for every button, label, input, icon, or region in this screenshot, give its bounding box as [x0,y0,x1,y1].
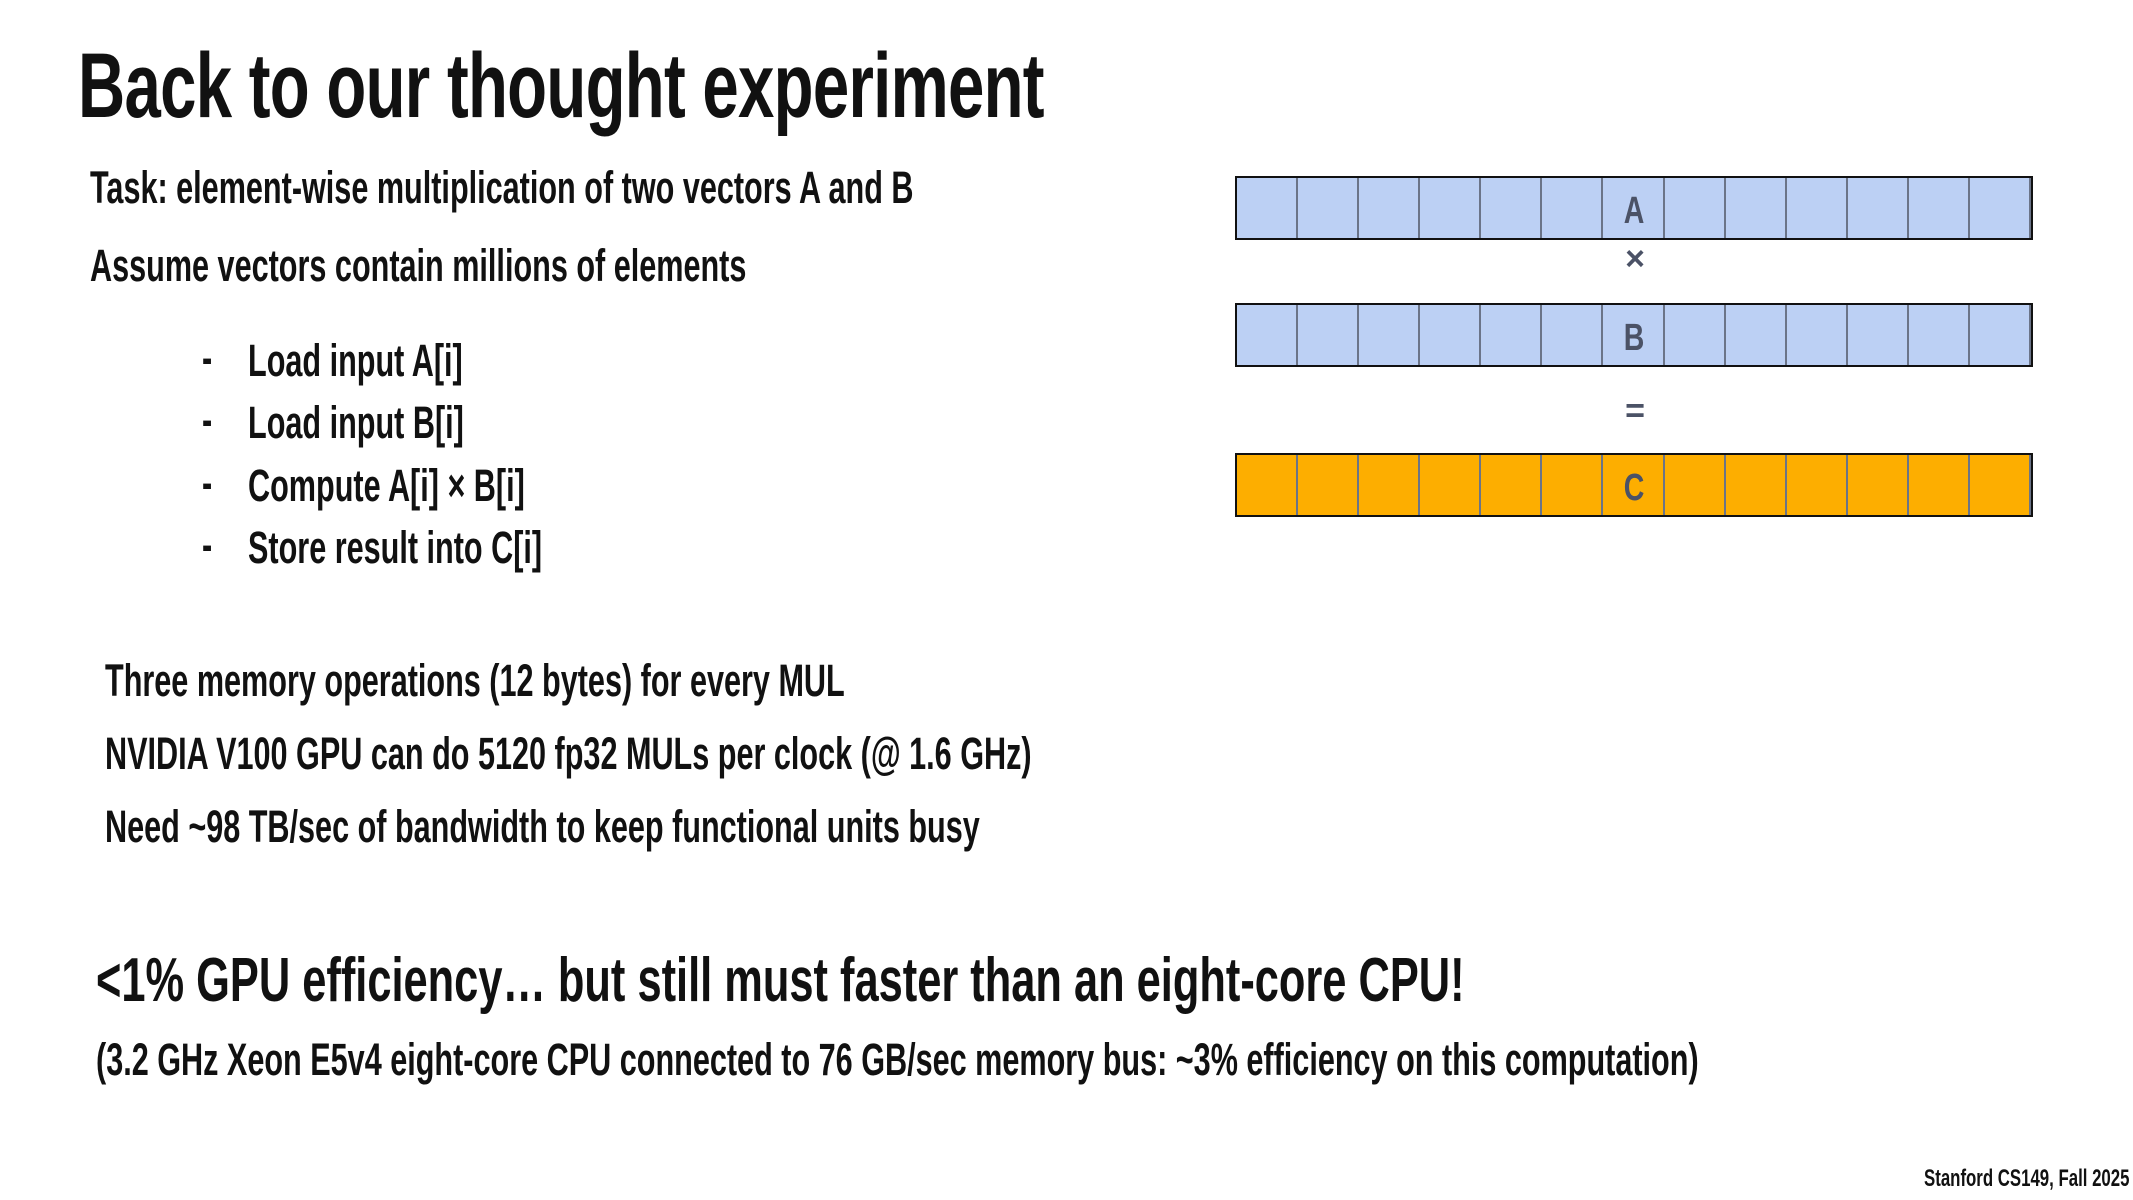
vector-cell [1909,178,1970,238]
vector-cell [1481,178,1543,238]
vector-b: B [1235,303,2033,367]
vector-cell [1848,178,1909,238]
bullet-dash: - [202,519,213,570]
vector-cell [1665,455,1726,515]
task-text: Task: element-wise multiplication of two… [90,162,914,213]
vector-cell [1237,455,1299,515]
times-symbol: × [1625,240,1645,278]
vector-cell [1603,455,1665,515]
bullet-dash: - [202,457,213,508]
fact-bandwidth: Need ~98 TB/sec of bandwidth to keep fun… [105,801,980,852]
vector-cell [1726,305,1787,365]
vector-cell [1359,305,1421,365]
vector-cell [1542,178,1604,238]
footer-credit: Stanford CS149, Fall 2025 [1923,1165,2129,1192]
vector-cell [1481,305,1543,365]
vector-cell [1603,305,1665,365]
vector-cell [1542,455,1604,515]
vector-cell [1359,178,1421,238]
vector-cell [1420,455,1482,515]
conclusion-text: <1% GPU efficiency… but still must faste… [96,946,1465,1015]
vector-cell [1726,178,1787,238]
fact-memory-ops: Three memory operations (12 bytes) for e… [105,655,845,706]
vector-b-label: B [1623,317,1645,359]
vector-c: C [1235,453,2033,517]
vector-cell [1726,455,1787,515]
bullet-dash: - [202,394,213,445]
fact-gpu-throughput: NVIDIA V100 GPU can do 5120 fp32 MULs pe… [105,728,1032,779]
slide-title: Back to our thought experiment [78,35,1045,137]
vector-c-label: C [1623,467,1645,509]
vector-cell [1481,455,1543,515]
vector-cell [1542,305,1604,365]
step-item: Store result into C[i] [248,522,543,573]
vector-cell [1420,305,1482,365]
step-item: Load input A[i] [248,335,463,386]
bullet-dash: - [202,332,213,383]
vector-cell [1237,178,1299,238]
equals-symbol: = [1625,392,1645,430]
vector-cell [1970,455,2032,515]
vector-cell [1359,455,1421,515]
vector-cell [1909,455,1970,515]
vector-a: A [1235,176,2033,240]
vector-cell [1909,305,1970,365]
vector-cell [1665,178,1726,238]
vector-cell [1787,305,1848,365]
vector-cell [1298,178,1360,238]
vector-cell [1848,305,1909,365]
step-item: Compute A[i] × B[i] [248,460,525,511]
vector-cell [1298,455,1360,515]
assume-text: Assume vectors contain millions of eleme… [90,240,747,291]
vector-cell [1970,305,2032,365]
vector-cell [1298,305,1360,365]
vector-cell [1970,178,2032,238]
vector-cell [1603,178,1665,238]
vector-cell [1787,178,1848,238]
vector-a-label: A [1623,190,1645,232]
step-item: Load input B[i] [248,397,464,448]
vector-cell [1848,455,1909,515]
vector-cell [1665,305,1726,365]
cpu-note: (3.2 GHz Xeon E5v4 eight-core CPU connec… [96,1034,1699,1085]
vector-cell [1237,305,1299,365]
vector-cell [1420,178,1482,238]
vector-cell [1787,455,1848,515]
